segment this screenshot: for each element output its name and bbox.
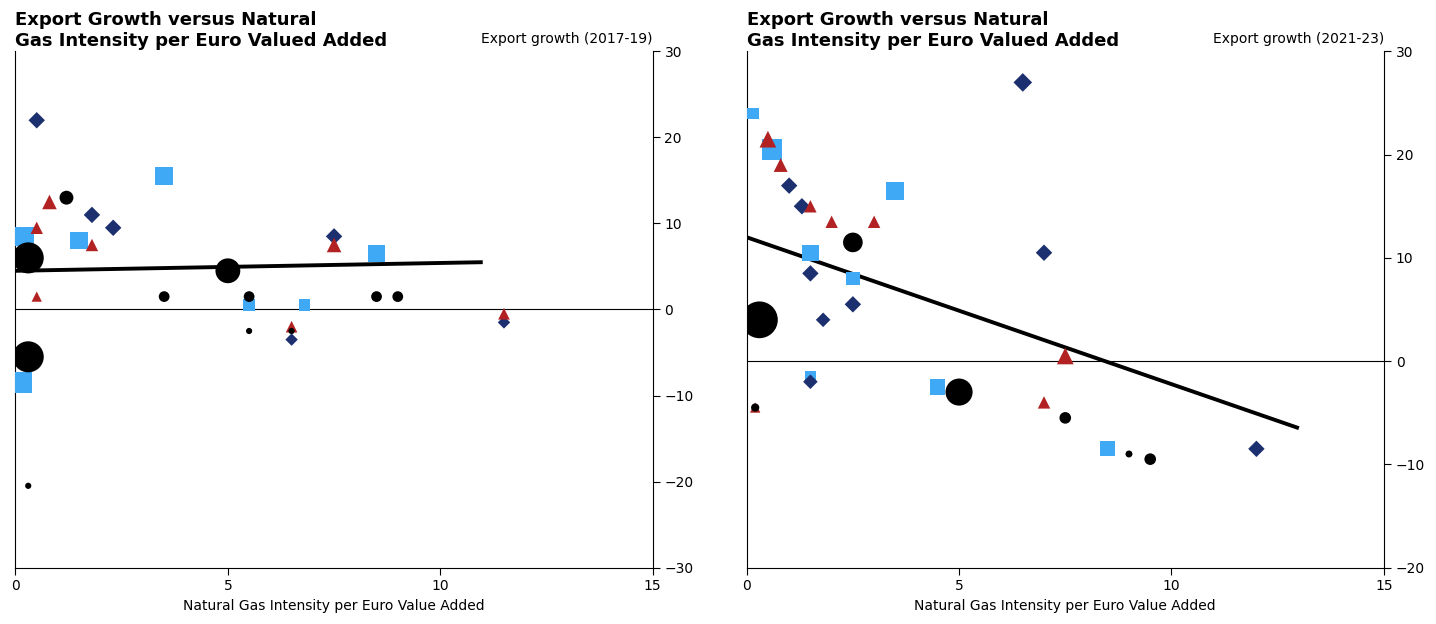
Point: [217, 266, 240, 276]
Point: [1032, 397, 1055, 407]
Point: [237, 300, 260, 310]
Point: [1245, 444, 1268, 454]
Point: [152, 291, 175, 301]
Point: [55, 193, 78, 203]
Point: [778, 181, 801, 191]
Point: [17, 354, 40, 364]
Point: [1011, 77, 1034, 87]
Point: [13, 232, 36, 241]
Point: [926, 382, 949, 392]
Point: [761, 145, 784, 155]
Point: [770, 160, 793, 170]
Point: [1117, 449, 1140, 459]
Point: [26, 291, 49, 301]
Point: [80, 240, 103, 250]
Point: [67, 236, 90, 246]
Point: [757, 134, 780, 144]
Point: [102, 223, 125, 233]
Point: [152, 171, 175, 181]
Point: [798, 248, 821, 258]
Point: [885, 186, 908, 196]
X-axis label: Natural Gas Intensity per Euro Value Added: Natural Gas Intensity per Euro Value Add…: [184, 599, 485, 613]
Text: Export Growth versus Natural
Gas Intensity per Euro Valued Added: Export Growth versus Natural Gas Intensi…: [16, 11, 388, 50]
Point: [365, 248, 388, 258]
Point: [26, 115, 49, 125]
Point: [741, 109, 764, 119]
Point: [1054, 351, 1077, 361]
Point: [748, 315, 771, 325]
Point: [17, 352, 40, 362]
Point: [841, 237, 864, 247]
Point: [841, 273, 864, 283]
Point: [1139, 454, 1162, 464]
Point: [280, 326, 303, 336]
Point: [293, 300, 316, 310]
Point: [37, 197, 60, 207]
Point: [323, 232, 346, 241]
Point: [811, 315, 834, 325]
Point: [798, 372, 821, 382]
Point: [26, 223, 49, 233]
Point: [841, 300, 864, 310]
Point: [80, 210, 103, 220]
Point: [798, 268, 821, 278]
Point: [280, 322, 303, 332]
Point: [1096, 444, 1119, 454]
Point: [237, 291, 260, 301]
Point: [1054, 413, 1077, 423]
Point: [790, 202, 813, 212]
Point: [17, 253, 40, 263]
Point: [323, 240, 346, 250]
Text: Export Growth versus Natural
Gas Intensity per Euro Valued Added: Export Growth versus Natural Gas Intensi…: [747, 11, 1119, 50]
Point: [798, 377, 821, 387]
Point: [948, 387, 971, 397]
Point: [493, 318, 516, 328]
Point: [237, 326, 260, 336]
Point: [17, 481, 40, 491]
Point: [757, 320, 780, 330]
Point: [820, 217, 843, 227]
Text: Export growth (2017-19): Export growth (2017-19): [481, 32, 652, 46]
Point: [365, 291, 388, 301]
Point: [280, 334, 303, 344]
X-axis label: Natural Gas Intensity per Euro Value Added: Natural Gas Intensity per Euro Value Add…: [915, 599, 1216, 613]
Point: [386, 291, 409, 301]
Point: [10, 378, 33, 388]
Point: [1032, 248, 1055, 258]
Point: [798, 202, 821, 212]
Point: [863, 217, 886, 227]
Point: [493, 309, 516, 319]
Point: [744, 402, 767, 412]
Point: [744, 402, 767, 412]
Text: Export growth (2021-23): Export growth (2021-23): [1212, 32, 1384, 46]
